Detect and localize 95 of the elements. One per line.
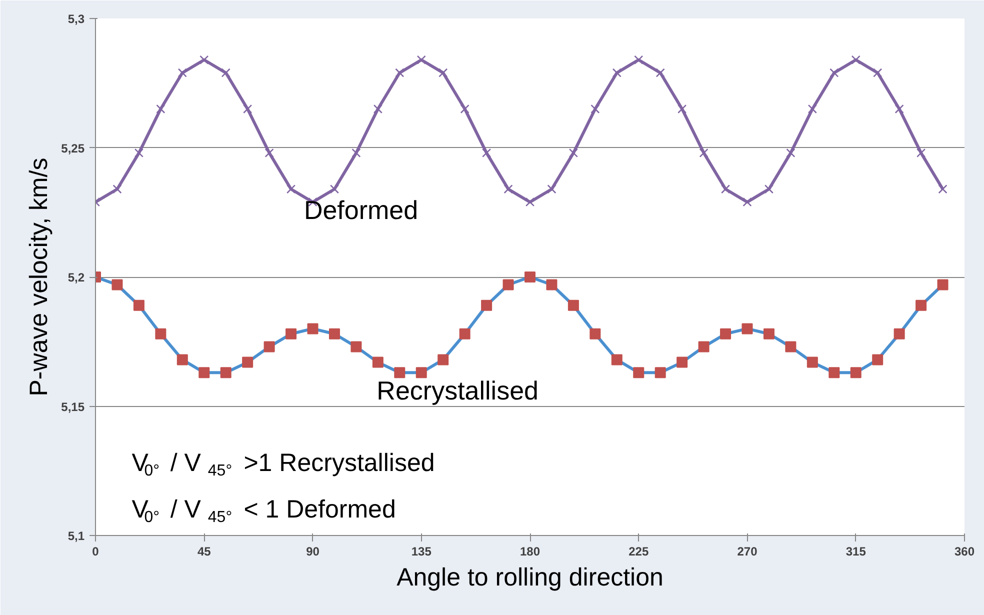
point [221, 68, 230, 78]
point [764, 184, 774, 194]
point [590, 104, 600, 114]
point [112, 279, 123, 290]
point [372, 356, 384, 368]
point [590, 328, 601, 340]
x-tick-label: 90 [306, 544, 320, 558]
point [524, 272, 536, 282]
point [242, 356, 254, 368]
series-label: Recrystallised [376, 376, 538, 406]
point [785, 341, 796, 352]
point [373, 104, 382, 114]
y-tick-label: 5,3 [68, 12, 85, 26]
point [916, 300, 927, 311]
point [938, 184, 948, 194]
point [633, 367, 644, 378]
point [504, 184, 513, 194]
point [350, 341, 362, 352]
point [568, 300, 579, 311]
point [828, 367, 840, 378]
point [178, 68, 187, 78]
point [198, 367, 210, 378]
point [416, 55, 426, 64]
point [502, 279, 514, 290]
point [328, 328, 340, 340]
point [525, 197, 535, 207]
point [656, 68, 665, 78]
point [264, 341, 275, 352]
point [482, 148, 492, 158]
point [416, 367, 427, 378]
x-tick-label: 45 [197, 544, 212, 558]
y-tick-label: 5,15 [61, 400, 85, 414]
point [698, 341, 710, 352]
point [547, 184, 556, 194]
point [763, 328, 774, 340]
x-tick-label: 270 [737, 544, 758, 558]
point [330, 184, 340, 194]
x-tick-label: 135 [411, 544, 432, 558]
point [634, 55, 644, 64]
point [894, 328, 905, 340]
point [438, 68, 448, 78]
point [720, 328, 732, 340]
point [112, 184, 122, 194]
point [460, 104, 470, 114]
point [808, 104, 817, 114]
point [243, 104, 252, 114]
point [611, 354, 622, 366]
series-label: Deformed [304, 194, 418, 225]
x-tick-label: 360 [954, 544, 975, 558]
point [654, 367, 666, 378]
x-tick-label: 180 [520, 544, 540, 558]
point [720, 184, 730, 194]
point [352, 148, 361, 158]
x-tick-label: 225 [628, 544, 649, 558]
point [220, 367, 232, 378]
point [678, 104, 687, 114]
point [676, 356, 688, 368]
x-tick-label: 0 [92, 544, 100, 558]
point [806, 356, 818, 368]
point [699, 148, 708, 158]
point [481, 300, 492, 311]
x-axis-title: Angle to rolling direction [396, 564, 664, 592]
point [742, 323, 753, 334]
point [850, 367, 862, 378]
point [176, 354, 188, 366]
x-tick-label: 315 [846, 544, 866, 558]
point [894, 104, 904, 114]
y-tick-label: 5,1 [68, 529, 85, 543]
point [264, 148, 274, 158]
point [937, 279, 948, 290]
y-tick-label: 5,25 [61, 141, 85, 156]
point [156, 104, 166, 114]
point [786, 148, 796, 158]
y-axis-title: P-wave velocity, km/s [25, 158, 54, 396]
point [286, 328, 297, 340]
point [155, 328, 166, 340]
point [133, 300, 144, 311]
point [394, 367, 406, 378]
point [872, 354, 884, 366]
point [459, 328, 470, 340]
point [851, 55, 860, 64]
point [286, 184, 296, 194]
point [395, 68, 404, 78]
point [568, 148, 578, 158]
point [200, 55, 209, 64]
point [546, 279, 558, 290]
y-tick-label: 5,2 [68, 270, 85, 284]
point [134, 148, 144, 158]
point [742, 197, 752, 207]
point [438, 354, 449, 366]
point [916, 148, 926, 158]
point [307, 323, 318, 334]
point [830, 68, 839, 78]
point [873, 68, 882, 78]
point [612, 68, 622, 78]
